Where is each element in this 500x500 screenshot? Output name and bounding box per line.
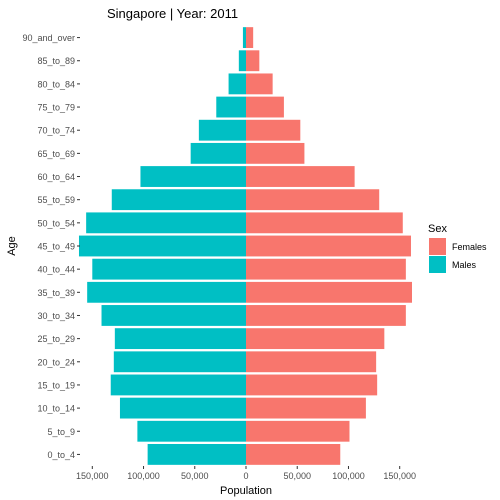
y-tick-label: 15_to_19 xyxy=(37,380,75,390)
bar-females-75_to_79 xyxy=(246,96,284,118)
bar-males-15_to_19 xyxy=(110,374,247,396)
bar-females-30_to_34 xyxy=(246,305,406,326)
bar-females-50_to_54 xyxy=(246,212,403,234)
bar-males-20_to_24 xyxy=(113,351,246,373)
bar-males-5_to_9 xyxy=(137,420,246,442)
x-tick-label: 150,000 xyxy=(76,471,109,481)
y-tick-label: 35_to_39 xyxy=(37,288,75,298)
bar-males-65_to_69 xyxy=(190,142,246,164)
bar-females-80_to_84 xyxy=(246,73,273,95)
x-tick-label: 100,000 xyxy=(332,471,365,481)
bar-males-30_to_34 xyxy=(101,305,247,326)
bar-females-60_to_64 xyxy=(246,166,355,187)
x-axis-title: Population xyxy=(220,485,272,497)
y-tick-label: 10_to_14 xyxy=(37,404,75,414)
bar-females-5_to_9 xyxy=(246,420,350,442)
y-tick-label: 65_to_69 xyxy=(37,149,75,159)
y-tick-label: 85_to_89 xyxy=(37,56,75,66)
y-tick-label: 5_to_9 xyxy=(47,427,75,437)
bar-females-40_to_44 xyxy=(246,258,406,280)
y-tick-label: 55_to_59 xyxy=(37,195,75,205)
y-tick-label: 50_to_54 xyxy=(37,218,75,228)
bar-females-45_to_49 xyxy=(246,235,411,257)
legend-label-females: Females xyxy=(452,242,487,252)
bar-males-0_to_4 xyxy=(147,444,246,465)
bar-females-35_to_39 xyxy=(246,281,412,303)
y-tick-label: 30_to_34 xyxy=(37,311,75,321)
y-tick-label: 80_to_84 xyxy=(37,79,75,89)
bar-males-55_to_59 xyxy=(111,189,247,211)
y-tick-label: 40_to_44 xyxy=(37,265,75,275)
legend: Sex Females Males xyxy=(428,223,487,273)
bar-females-25_to_29 xyxy=(246,328,385,350)
legend-key-females xyxy=(429,238,446,255)
y-axis: 0_to_4 5_to_9 10_to_14 15_to_19 20_to_24 25_t… xyxy=(22,33,80,460)
bar-females-70_to_74 xyxy=(246,119,301,141)
bar-females-0_to_4 xyxy=(246,444,341,465)
bar-females-90_and_over xyxy=(246,27,254,48)
bar-males-50_to_54 xyxy=(86,212,247,234)
y-tick-label: 75_to_79 xyxy=(37,103,75,113)
x-tick-label: 50,000 xyxy=(283,471,311,481)
bar-males-45_to_49 xyxy=(78,235,246,257)
y-axis-title: Age xyxy=(6,236,18,256)
x-axis: 150,000 100,000 50,000 0 50,000 100,000 150,00… xyxy=(76,466,416,481)
x-tick-label: 150,000 xyxy=(383,471,416,481)
chart-title: Singapore | Year: 2011 xyxy=(107,6,238,21)
bar-males-40_to_44 xyxy=(92,258,246,280)
x-tick-label: 0 xyxy=(243,471,248,481)
bar-males-10_to_14 xyxy=(119,397,246,419)
bar-males-25_to_29 xyxy=(114,328,246,350)
legend-title: Sex xyxy=(428,223,447,235)
bar-males-35_to_39 xyxy=(87,281,246,303)
y-tick-label: 0_to_4 xyxy=(47,450,75,460)
x-tick-label: 100,000 xyxy=(127,471,160,481)
bar-males-80_to_84 xyxy=(228,73,246,95)
bar-females-65_to_69 xyxy=(246,142,305,164)
bar-females-55_to_59 xyxy=(246,189,380,211)
bar-females-15_to_19 xyxy=(246,374,378,396)
bar-males-90_and_over xyxy=(242,27,246,48)
x-tick-label: 50,000 xyxy=(181,471,209,481)
y-tick-label: 90_and_over xyxy=(22,33,75,43)
y-tick-label: 25_to_29 xyxy=(37,334,75,344)
bar-females-10_to_14 xyxy=(246,397,366,419)
legend-label-males: Males xyxy=(452,260,477,270)
bars-layer xyxy=(78,27,412,465)
y-tick-label: 60_to_64 xyxy=(37,172,75,182)
y-tick-label: 20_to_24 xyxy=(37,357,75,367)
bar-females-20_to_24 xyxy=(246,351,377,373)
legend-key-males xyxy=(429,256,446,273)
y-tick-label: 45_to_49 xyxy=(37,242,75,252)
bar-males-75_to_79 xyxy=(216,96,246,118)
y-tick-label: 70_to_74 xyxy=(37,126,75,136)
bar-females-85_to_89 xyxy=(246,50,260,72)
bar-males-70_to_74 xyxy=(198,119,246,141)
bar-males-60_to_64 xyxy=(140,166,246,187)
bar-males-85_to_89 xyxy=(238,50,246,72)
